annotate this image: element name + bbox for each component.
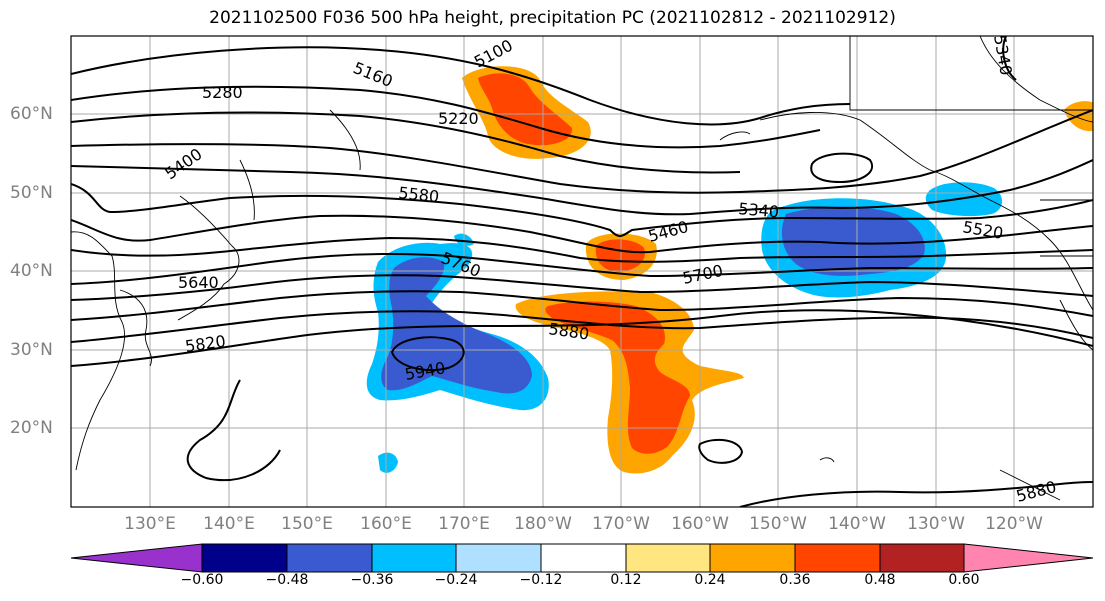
precip-negative-strong-region-east bbox=[781, 206, 925, 276]
lon-label: 130°W bbox=[907, 514, 965, 534]
colorbar-segment bbox=[371, 543, 457, 573]
lon-label: 170°E bbox=[438, 514, 490, 534]
contour-label: 5280 bbox=[202, 83, 243, 102]
colorbar-segment bbox=[201, 543, 288, 573]
graticule bbox=[71, 36, 1093, 507]
colorbar-extend-min bbox=[70, 543, 203, 573]
lat-label: 50°N bbox=[10, 183, 53, 203]
precip-strong-region-south bbox=[545, 301, 690, 454]
colorbar-segment bbox=[879, 543, 965, 573]
contour-label: 5460 bbox=[646, 217, 690, 246]
map-title: 2021102500 F036 500 hPa height, precipit… bbox=[209, 8, 896, 28]
lon-label: 140°E bbox=[203, 514, 255, 534]
lon-label: 170°W bbox=[592, 514, 650, 534]
precip-strong-region-north bbox=[478, 73, 573, 146]
lon-label: 150°W bbox=[749, 514, 807, 534]
contour-label: 5220 bbox=[438, 109, 479, 128]
contour-label: 5160 bbox=[351, 58, 396, 91]
colorbar-tick-label: −0.24 bbox=[434, 572, 478, 588]
contour-label: 5340 bbox=[990, 33, 1016, 76]
colorbar-tick-label: 0.12 bbox=[610, 572, 642, 588]
contour-label: 5100 bbox=[471, 36, 516, 72]
colorbar-extend-max bbox=[963, 543, 1094, 573]
lon-label: 160°E bbox=[360, 514, 412, 534]
height-contours bbox=[71, 36, 1093, 507]
lat-label: 20°N bbox=[10, 418, 53, 438]
colorbar-tick-label: 0.36 bbox=[779, 572, 811, 588]
colorbar-segment bbox=[455, 543, 542, 573]
lon-label: 150°E bbox=[281, 514, 333, 534]
colorbar-segment bbox=[286, 543, 373, 573]
lon-label: 130°E bbox=[124, 514, 176, 534]
colorbar-tick-label: −0.36 bbox=[350, 572, 394, 588]
colorbar-tick-label: 0.48 bbox=[864, 572, 896, 588]
contour-label: 5640 bbox=[178, 273, 219, 292]
coastlines bbox=[71, 36, 1093, 501]
lat-label: 40°N bbox=[10, 261, 53, 281]
contour-label: 5880 bbox=[1014, 477, 1058, 506]
colorbar-segment bbox=[625, 543, 711, 573]
lat-label: 60°N bbox=[10, 104, 53, 124]
contour-label: 5820 bbox=[184, 331, 227, 355]
contour-label: 5400 bbox=[161, 144, 205, 183]
colorbar-segment bbox=[709, 543, 796, 573]
contour-label: 5700 bbox=[681, 261, 725, 288]
precip-negative-region-ne bbox=[925, 182, 1003, 217]
colorbar-tick-label: 0.60 bbox=[948, 572, 980, 588]
map-frame bbox=[70, 35, 1094, 508]
contour-label: 5580 bbox=[398, 183, 440, 206]
lon-label: 180°W bbox=[514, 514, 572, 534]
colorbar-tick-label: −0.12 bbox=[519, 572, 563, 588]
colorbar-tick-label: −0.48 bbox=[265, 572, 309, 588]
colorbar-segment bbox=[540, 543, 627, 573]
lon-label: 120°W bbox=[985, 514, 1043, 534]
colorbar-tick-label: 0.24 bbox=[694, 572, 726, 588]
contour-label: 5340 bbox=[738, 199, 780, 221]
lon-label: 160°W bbox=[671, 514, 729, 534]
precip-negative-small-1 bbox=[378, 452, 398, 473]
colorbar-tick-label: −0.60 bbox=[180, 572, 224, 588]
colorbar bbox=[70, 543, 1094, 573]
lat-label: 30°N bbox=[10, 340, 53, 360]
lon-label: 140°W bbox=[828, 514, 886, 534]
colorbar-segment bbox=[794, 543, 881, 573]
